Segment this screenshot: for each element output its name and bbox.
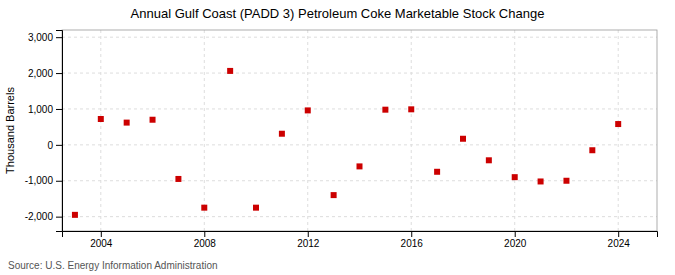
tick: 0 [47, 140, 62, 151]
tick-mark [56, 37, 62, 38]
tick: 2012 [297, 231, 320, 249]
plot: 2004 2008 2012 2016 2020 2024 -2,000 -1,000 0 1,0… [25, 30, 658, 249]
point [538, 178, 544, 184]
y-axis-title: Thousand Barrels [4, 87, 16, 174]
tick-label: 2008 [194, 238, 217, 249]
tick-mark [56, 217, 62, 218]
point [563, 178, 569, 184]
tick-mark [56, 109, 62, 110]
tick: 2024 [608, 231, 631, 249]
grid-line [100, 30, 101, 231]
tick-label: 0 [47, 140, 53, 151]
point [512, 174, 518, 180]
tick-label: 2024 [608, 238, 631, 249]
grid-line [411, 30, 412, 231]
tick: 1,000 [28, 104, 62, 115]
point [175, 176, 181, 182]
tick-mark [618, 231, 619, 237]
grid [62, 30, 657, 231]
tick-label: -1,000 [25, 175, 54, 186]
source-note: Source: U.S. Energy Information Administ… [8, 260, 218, 271]
tick-mark [56, 181, 62, 182]
point [486, 157, 492, 163]
point [72, 212, 78, 218]
point [460, 136, 466, 142]
y-axis: -2,000 -1,000 0 1,000 2,000 3,000 [25, 31, 63, 232]
tick-label: 2004 [90, 238, 113, 249]
grid-line [62, 144, 657, 145]
tick: 2016 [401, 231, 424, 249]
grid-line [62, 108, 657, 109]
plot-frame [62, 30, 657, 231]
grid-line [307, 30, 308, 231]
axis-line [56, 31, 63, 232]
tick: 2004 [90, 231, 113, 249]
tick: 3,000 [28, 32, 62, 43]
grid-line [204, 30, 205, 231]
tick-label: 2012 [297, 238, 320, 249]
axis-line [63, 232, 658, 238]
tick-mark [204, 231, 205, 237]
point [279, 131, 285, 137]
tick-mark [411, 231, 412, 237]
point [382, 107, 388, 113]
tick-label: 2,000 [28, 68, 53, 79]
tick-mark [308, 231, 309, 237]
tick-mark [56, 73, 62, 74]
tick-label: -2,000 [25, 211, 54, 222]
grid-line [62, 216, 657, 217]
point [434, 169, 440, 175]
point [615, 121, 621, 127]
chart: 2004 2008 2012 2016 2020 2024 -2,000 -1,000 0 1,0… [0, 0, 675, 275]
tick-label: 1,000 [28, 104, 53, 115]
tick-label: 3,000 [28, 32, 53, 43]
grid-line [514, 30, 515, 231]
tick-label: 2016 [401, 238, 424, 249]
tick-mark [101, 231, 102, 237]
grid-line [618, 30, 619, 231]
point [150, 117, 156, 123]
point [253, 205, 259, 211]
point [357, 163, 363, 169]
point [589, 147, 595, 153]
tick-label: 2020 [504, 238, 527, 249]
tick-mark [56, 145, 62, 146]
point [201, 205, 207, 211]
title: Annual Gulf Coast (PADD 3) Petroleum Cok… [131, 6, 545, 21]
point [408, 106, 414, 112]
tick: -1,000 [25, 175, 62, 186]
grid-line [62, 73, 657, 74]
tick: 2020 [504, 231, 527, 249]
point [227, 68, 233, 74]
point [124, 120, 130, 126]
point [98, 116, 104, 122]
point [331, 192, 337, 198]
grid-line [62, 37, 657, 38]
tick: 2008 [194, 231, 217, 249]
tick: 2,000 [28, 68, 62, 79]
tick: -2,000 [25, 211, 62, 222]
x-axis: 2004 2008 2012 2016 2020 2024 [63, 231, 658, 249]
points [72, 68, 621, 218]
point [305, 107, 311, 113]
tick-mark [515, 231, 516, 237]
